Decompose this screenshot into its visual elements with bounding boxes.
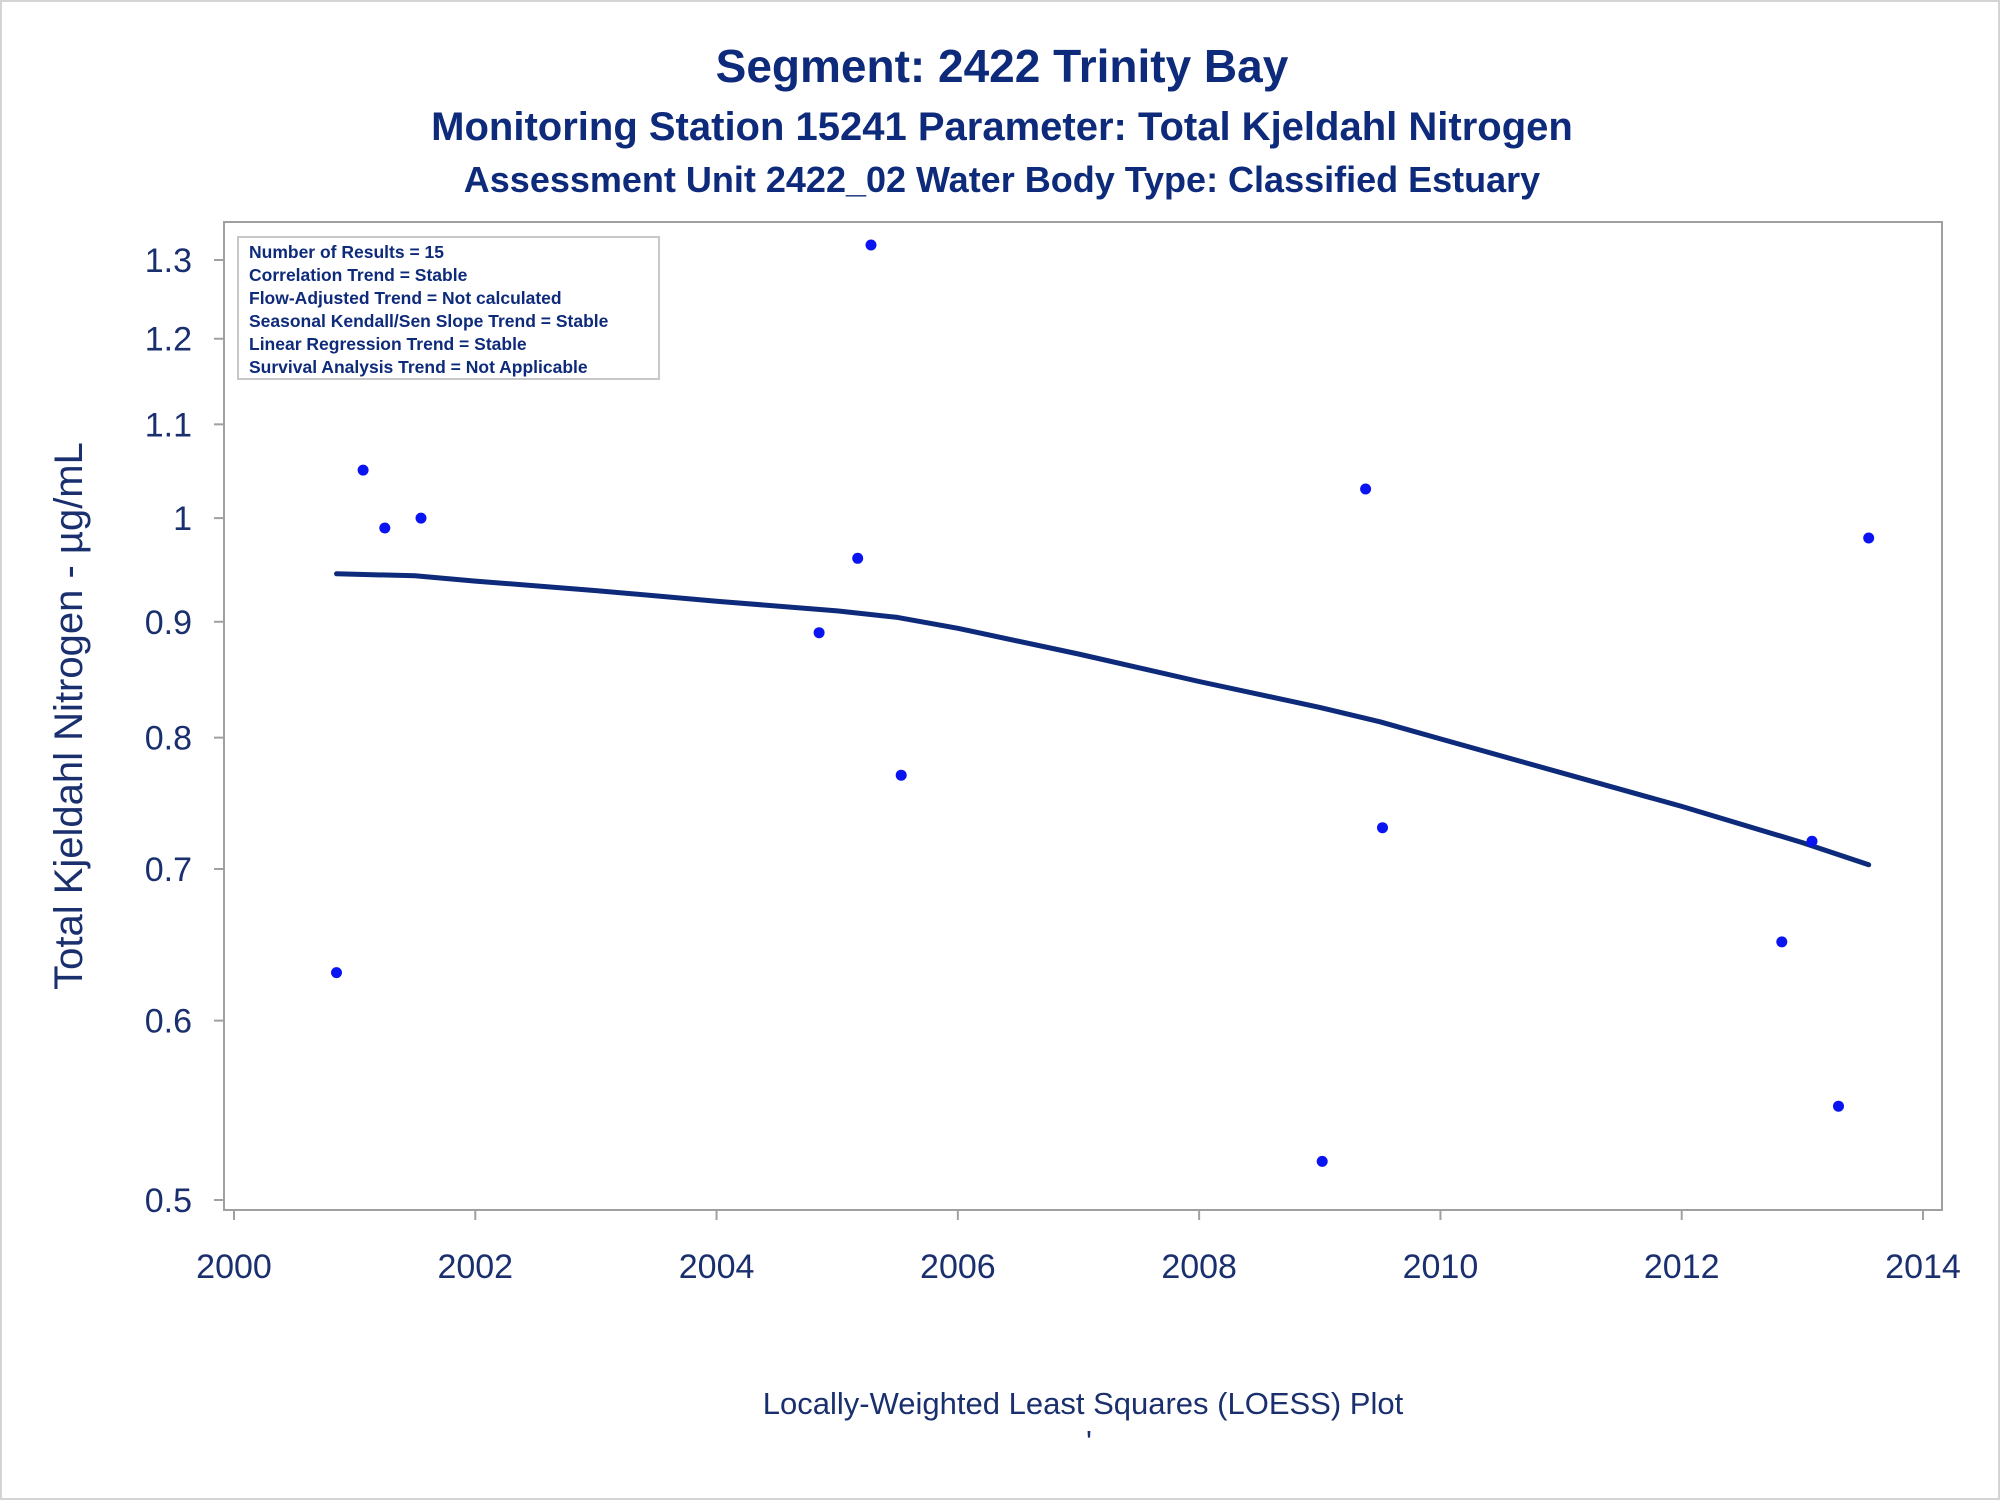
y-tick-label-3: 0.8 (145, 720, 192, 758)
chart-footnote-mark: ' (1086, 1424, 1092, 1459)
x-tick-label-2: 2004 (679, 1248, 755, 1286)
y-axis: 0.5 0.6 0.7 0.8 0.9 1 1.1 1.2 1.3 (145, 242, 224, 1220)
y-tick-label-0: 0.5 (145, 1182, 192, 1220)
scatter-points (331, 239, 1875, 1167)
stats-line-survival-analysis: Survival Analysis Trend = Not Applicable (249, 357, 588, 377)
y-axis-label: Total Kjeldahl Nitrogen - µg/mL (47, 442, 91, 990)
data-point-2 (379, 522, 391, 534)
stats-line-linear-regression: Linear Regression Trend = Stable (249, 334, 527, 354)
x-tick-label-4: 2008 (1161, 1248, 1237, 1286)
chart-subtitle-2: Assessment Unit 2422_02 Water Body Type:… (464, 159, 1540, 200)
data-point-14 (1863, 532, 1875, 544)
chart-title: Segment: 2422 Trinity Bay (716, 40, 1289, 92)
x-tick-label-3: 2006 (920, 1248, 996, 1286)
stats-line-flow-adjusted: Flow-Adjusted Trend = Not calculated (249, 288, 562, 308)
y-tick-label-6: 1.1 (145, 406, 192, 444)
data-point-5 (852, 552, 864, 564)
data-point-7 (895, 769, 907, 781)
stats-box-frame (237, 236, 660, 380)
y-tick-label-2: 0.7 (145, 851, 192, 889)
y-tick-label-4: 0.9 (145, 604, 192, 642)
x-axis: 2000 2002 2004 2006 2008 2010 2012 2014 (196, 1210, 1961, 1286)
x-tick-label-1: 2002 (437, 1248, 513, 1286)
y-tick-label-5: 1 (173, 500, 192, 538)
chart-subtitle-1: Monitoring Station 15241 Parameter: Tota… (431, 105, 1573, 149)
x-tick-label-5: 2010 (1403, 1248, 1479, 1286)
x-tick-label-0: 2000 (196, 1248, 272, 1286)
x-tick-label-7: 2014 (1885, 1248, 1961, 1286)
data-point-10 (1377, 822, 1388, 834)
stats-line-seasonal-kendall: Seasonal Kendall/Sen Slope Trend = Stabl… (249, 311, 609, 331)
chart-footnote: Locally-Weighted Least Squares (LOESS) P… (763, 1386, 1404, 1421)
plot-area (223, 221, 1943, 1211)
data-point-11 (1776, 936, 1788, 948)
loess-line (334, 571, 1872, 868)
data-point-13 (1833, 1100, 1844, 1112)
data-point-4 (813, 627, 825, 639)
data-point-8 (1316, 1155, 1328, 1167)
stats-line-correlation: Correlation Trend = Stable (249, 265, 468, 285)
data-point-9 (1360, 483, 1372, 495)
y-tick-label-7: 1.2 (145, 321, 192, 359)
y-tick-label-1: 0.6 (145, 1003, 192, 1041)
stats-line-results: Number of Results = 15 (249, 242, 444, 262)
loess-layer (334, 571, 1872, 868)
data-point-0 (331, 967, 342, 979)
stats-box: Number of Results = 15 Correlation Trend… (237, 236, 660, 380)
data-point-6 (865, 239, 877, 251)
data-point-3 (415, 512, 427, 524)
y-tick-label-8: 1.3 (145, 242, 192, 280)
x-tick-label-6: 2012 (1644, 1248, 1720, 1286)
data-point-12 (1806, 835, 1818, 847)
data-point-1 (357, 464, 369, 476)
